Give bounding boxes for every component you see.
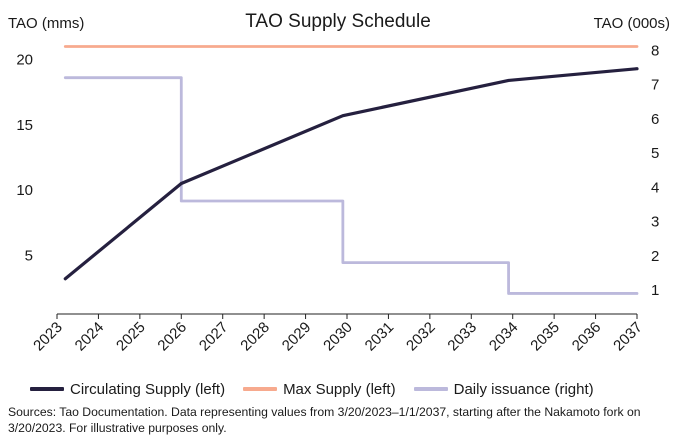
chart-title: TAO Supply Schedule [245,11,431,32]
right-axis-title: TAO (000s) [594,15,670,32]
x-tick-label: 2031 [362,319,398,355]
y-left-tick-label: 10 [16,182,33,199]
y-right-tick-label: 7 [651,77,659,94]
x-tick-label: 2028 [237,319,273,355]
x-tick-label: 2029 [279,319,315,355]
legend-item: Circulating Supply (left) [30,381,225,398]
left-axis-title: TAO (mms) [8,15,84,32]
legend-label: Max Supply (left) [283,380,396,398]
source-note: Sources: Tao Documentation. Data represe… [8,405,641,435]
y-right-tick-label: 5 [651,145,659,162]
legend-label: Circulating Supply (left) [70,380,226,398]
y-left-tick-label: 15 [16,117,33,134]
legend-swatch [243,387,278,391]
chart-legend: Circulating Supply (left) Max Supply (lef… [30,380,670,398]
x-tick-label: 2037 [610,319,646,355]
chart-marks [57,45,639,315]
legend-label: Daily issuance (right) [453,380,594,398]
x-tick-label: 2036 [569,319,605,355]
x-tick-label: 2033 [444,319,480,355]
y-right-tick-label: 6 [651,111,659,128]
series-line-issuance [63,76,639,295]
series-line-circulating [63,67,639,281]
chart-ticks: 2023 2024 2025 2026 2027 2028 2029 2030 2031 2032… [16,42,659,354]
x-tick-label: 2030 [320,319,356,355]
y-right-tick-label: 2 [651,248,659,265]
y-right-tick-label: 8 [651,42,659,59]
legend-item: Daily issuance (right) [413,380,594,398]
legend-swatch [413,387,448,391]
x-tick-label: 2032 [403,319,439,355]
x-tick-label: 2026 [154,319,190,355]
y-right-tick-label: 1 [651,282,659,299]
y-right-tick-label: 4 [651,179,659,196]
y-left-tick-label: 5 [25,247,33,264]
x-tick-label: 2035 [527,319,563,355]
y-right-tick-label: 3 [651,214,659,231]
x-tick-label: 2023 [30,319,66,355]
y-left-tick-label: 20 [16,52,33,69]
x-tick-label: 2027 [196,319,232,355]
x-tick-label: 2034 [486,319,522,355]
legend-item: Max Supply (left) [243,381,396,398]
legend-swatch [30,387,64,391]
x-tick-label: 2025 [113,319,149,355]
x-tick-label: 2024 [72,319,108,355]
